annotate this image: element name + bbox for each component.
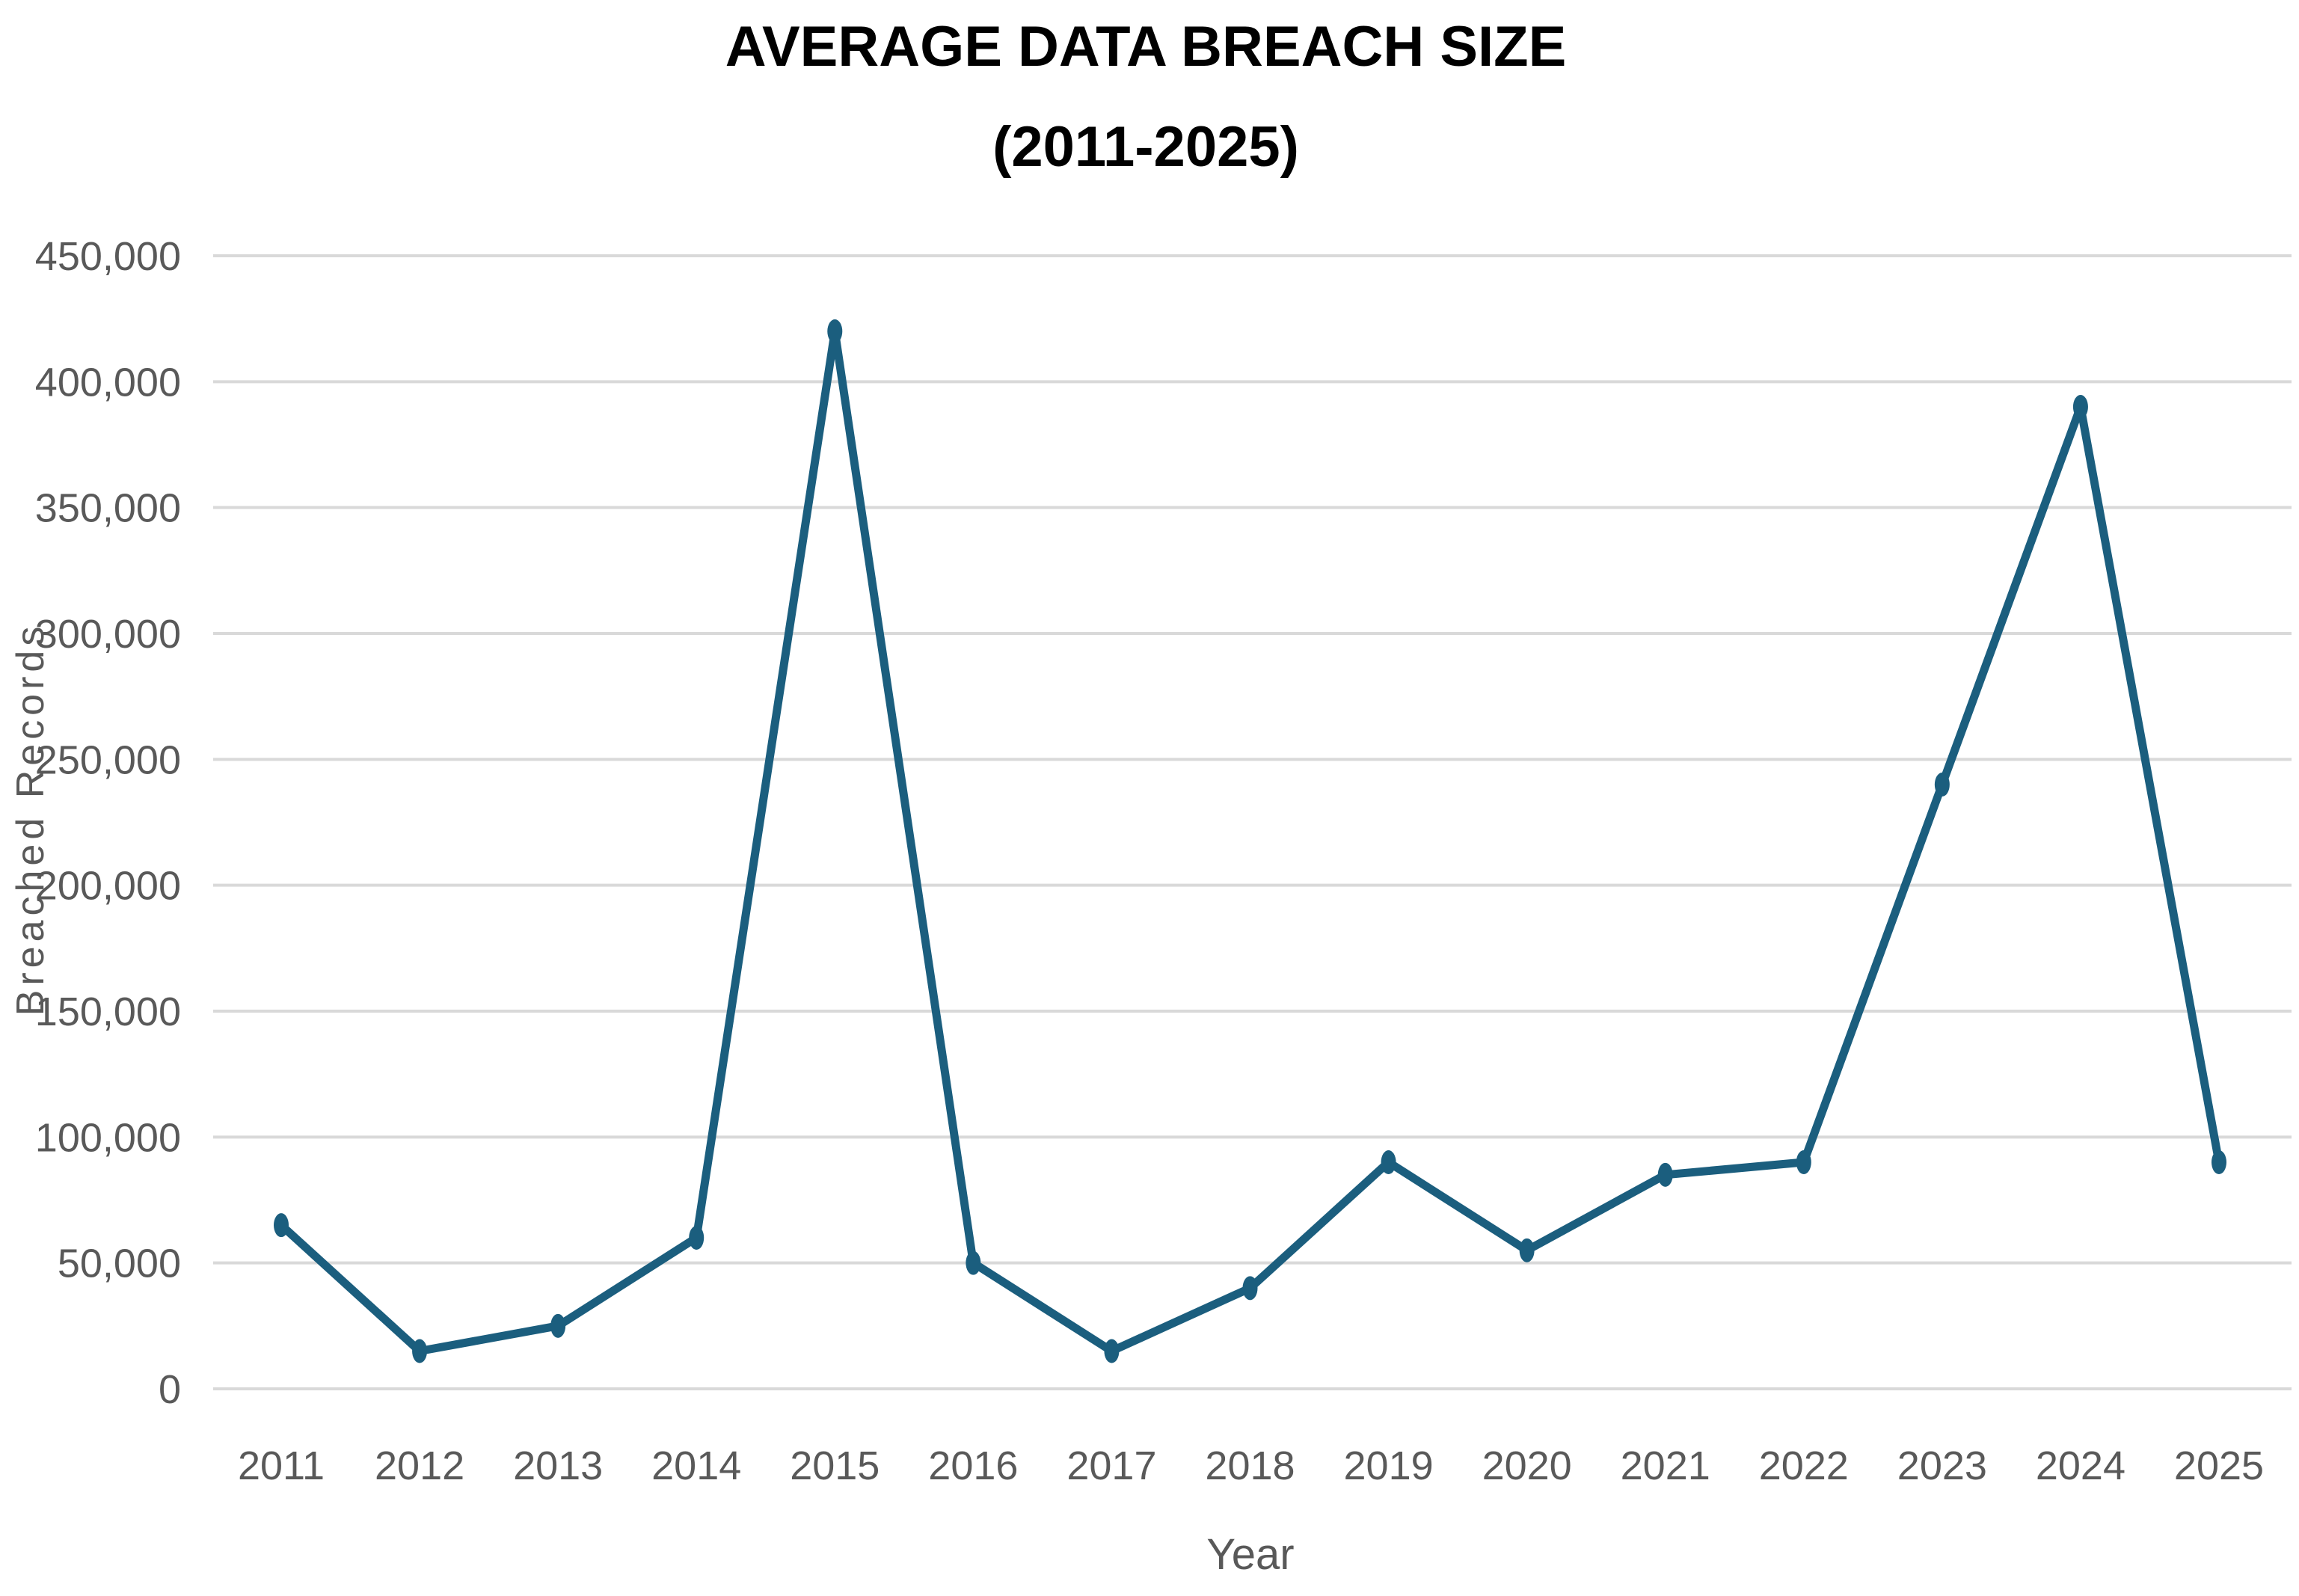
x-tick-label: 2024 bbox=[2036, 1443, 2125, 1488]
chart-title: AVERAGE DATA BREACH SIZE bbox=[725, 15, 1567, 79]
y-tick-label: 350,000 bbox=[35, 486, 181, 531]
y-tick-label: 0 bbox=[159, 1367, 181, 1412]
x-tick-label: 2021 bbox=[1621, 1443, 1710, 1488]
x-tick-label: 2011 bbox=[238, 1443, 325, 1488]
data-point bbox=[1242, 1276, 1258, 1301]
data-point bbox=[1657, 1162, 1673, 1187]
x-tick-label: 2018 bbox=[1205, 1443, 1295, 1488]
data-point bbox=[550, 1313, 566, 1338]
data-point bbox=[2211, 1150, 2226, 1174]
x-tick-label: 2013 bbox=[513, 1443, 603, 1488]
x-tick-label: 2022 bbox=[1759, 1443, 1849, 1488]
x-tick-label: 2015 bbox=[790, 1443, 880, 1488]
data-point bbox=[2072, 395, 2088, 419]
series-layer bbox=[274, 319, 2226, 1363]
data-point bbox=[274, 1213, 289, 1238]
y-axis-label: Breached Records bbox=[9, 622, 52, 1016]
data-point bbox=[1381, 1150, 1396, 1174]
data-point bbox=[1934, 773, 1950, 797]
x-tick-label: 2014 bbox=[651, 1443, 741, 1488]
y-tick-label: 150,000 bbox=[35, 989, 181, 1034]
data-point bbox=[1519, 1238, 1535, 1262]
data-point bbox=[966, 1250, 981, 1275]
x-tick-label: 2017 bbox=[1066, 1443, 1156, 1488]
x-tick-label: 2012 bbox=[375, 1443, 464, 1488]
x-tick-label: 2019 bbox=[1344, 1443, 1434, 1488]
x-tick-label: 2023 bbox=[1897, 1443, 1987, 1488]
data-point bbox=[689, 1226, 705, 1250]
data-point bbox=[1104, 1339, 1120, 1363]
chart-subtitle: (2011-2025) bbox=[992, 115, 1299, 179]
gridlines bbox=[213, 254, 2292, 1390]
series-line bbox=[277, 327, 2223, 1355]
x-tick-label: 2020 bbox=[1482, 1443, 1572, 1488]
x-tick-label: 2025 bbox=[2174, 1443, 2264, 1488]
data-point bbox=[827, 319, 843, 343]
y-tick-label: 450,000 bbox=[35, 234, 181, 279]
x-axis-ticks: 2011 2012 2013 2014 2015 2016 2017 2018 2019 2020… bbox=[238, 1443, 2264, 1488]
data-point bbox=[1796, 1150, 1811, 1174]
data-point bbox=[412, 1339, 428, 1363]
y-tick-label: 200,000 bbox=[35, 864, 181, 909]
y-tick-label: 50,000 bbox=[58, 1241, 181, 1286]
x-axis-label: Year bbox=[1206, 1530, 1294, 1579]
y-tick-label: 300,000 bbox=[35, 612, 181, 657]
y-tick-label: 100,000 bbox=[35, 1115, 181, 1160]
y-tick-label: 400,000 bbox=[35, 360, 181, 405]
x-tick-label: 2016 bbox=[928, 1443, 1018, 1488]
y-axis-ticks: 0 50,000 100,000 150,000 200,000 250,000 300,0… bbox=[35, 234, 181, 1412]
y-tick-label: 250,000 bbox=[35, 737, 181, 782]
